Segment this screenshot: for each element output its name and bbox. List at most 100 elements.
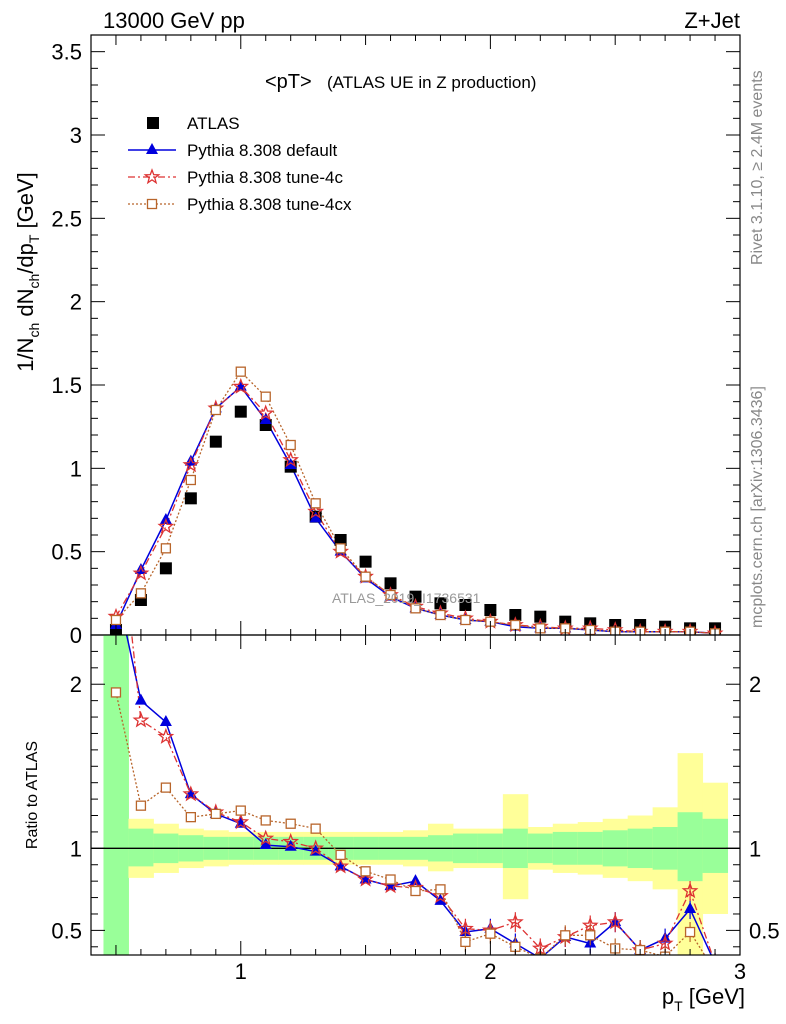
ratio-tune4cx-point [235,805,246,816]
ratio-tune4c-point [332,857,350,874]
main-tune4cx-point [510,619,521,631]
main-atlas-point [459,599,472,611]
y-tick-label: 2.5 [51,206,82,231]
ratio-band-inner [128,828,154,867]
ratio-band-inner [677,812,704,882]
main-tune4cx-point [285,439,296,451]
y-tick-label: 1.5 [51,373,82,398]
ratio-default-point [259,838,272,850]
ratio-tune4cx-point [485,928,496,939]
main-tune4cx-point [435,609,446,621]
main-tune4cx-point [335,543,346,554]
y-tick-label: 3.5 [51,40,82,65]
ratio-tune4c-point [132,711,150,728]
x-tick-label: 3 [734,959,746,984]
ratio-default-point [684,902,697,914]
ratio-tune4cx-point [160,782,172,793]
main-tune4cx-point [210,404,221,416]
main-tune4c-point [182,456,200,473]
main-tune4cx-point [360,571,371,582]
legend-entry-tune4c: Pythia 8.308 tune-4c [128,168,343,187]
ratio-tune4c-point [182,785,200,802]
legend-label-tune4c: Pythia 8.308 tune-4c [187,168,343,187]
ratio-y-axis-label: Ratio to ATLAS [24,741,41,849]
header-right: Z+Jet [684,8,740,33]
ratio-plot-data [91,480,740,976]
ratio-tune4c-point [714,954,716,955]
main-atlas-point [359,555,372,568]
main-tune4cx-point [235,366,246,377]
ratio-band-inner [702,818,729,873]
ratio-tune4cx-point [135,800,147,811]
main-default-point [309,511,322,523]
y-tick-label: 1 [70,456,82,481]
main-tune4c-point [307,502,325,519]
legend-label-tune4cx: Pythia 8.308 tune-4cx [187,195,352,214]
main-tune4cx-point [385,589,396,601]
x-axis-label: pT [GeV] [662,984,745,1014]
main-atlas-point [184,492,197,505]
ratio-tune4cx-point [410,885,421,897]
ratio-tune4c-point [257,829,275,846]
main-tune4c-point [232,377,250,394]
main-atlas-point [484,604,497,616]
main-plot-panel: 0 0.5 1 1.5 2 2.5 3 3.5 ATLAS_2019_I1736531 <pT… [13,34,741,648]
ratio-tune4c-point [457,919,474,936]
ratio-tune4c-point [681,882,699,899]
ratio-tune4c-point [357,870,374,887]
x-tick-label: 1 [235,959,247,984]
ratio-tune4c-point [656,934,674,951]
plot-title-main: <pT> [265,71,312,93]
ratio-tune4cx-point [310,823,321,834]
header-left: 13000 GeV pp [103,8,245,33]
ratio-tune4cx-point [285,818,296,829]
main-tune4cx-point [185,474,196,486]
main-tune4c-point [132,564,150,581]
main-tune4cx-point [410,603,421,614]
ratio-tune4cx-point [185,812,196,823]
ratio-tune4cx-point [335,849,346,861]
main-atlas-point [534,610,547,623]
legend-entry-default: Pythia 8.308 default [128,141,338,160]
y-tick-label: 0 [70,623,82,648]
legend-marker-tune4cx [146,198,158,210]
ratio-tune4cx-point [210,808,221,820]
ratio-tune4cx-point [360,866,371,877]
x-tick-label: 2 [484,959,496,984]
y-tick-label: 0.5 [51,540,82,565]
x-axis-label-text: pT [GeV] [662,984,745,1014]
main-y-axis-label: 1/Nch dNch/dpT [GeV] [13,172,42,372]
ratio-series-line-0 [125,635,713,955]
legend-entry-atlas: ATLAS [147,114,240,133]
ratio-plot-ticks: 1 2 30.5 0.51 12 2 [51,634,780,984]
legend-entry-tune4cx: Pythia 8.308 tune-4cx [128,195,352,214]
ratio-default-point [134,693,147,705]
legend-marker-default [146,143,158,154]
ratio-y-tick-label-right: 2 [749,672,761,697]
main-plot-data [107,366,724,635]
ratio-plot-panel: 1 2 30.5 0.51 12 2 Ratio to ATLAS pT [GeV] [24,480,780,1014]
ratio-tune4cx-point [260,815,271,826]
ratio-tune4c-point [109,480,122,493]
legend-marker-tune4c [143,168,161,185]
y-axis-label: 1/Nch dNch/dpT [GeV] [13,172,42,372]
ratio-tune4cx-point [110,687,122,698]
ratio-tune4cx-point [711,967,720,976]
ratio-y-tick-label-right: 0.5 [749,918,780,943]
ratio-tune4c-point [307,839,325,856]
main-tune4c-point [282,451,300,468]
ratio-tune4cx-point [585,930,596,941]
main-atlas-point [209,435,222,448]
ratio-y-tick-label-left: 1 [70,836,82,861]
legend-marker-atlas [147,117,159,129]
plot-title-sub: (ATLAS UE in Z production) [327,73,536,92]
ratio-tune4c-point [157,727,175,744]
ratio-tune4c-point [606,913,624,930]
ratio-tune4cx-point [385,874,396,885]
ratio-tune4cx-point [460,936,471,948]
main-atlas-point [384,577,397,590]
main-tune4c-point [157,517,175,534]
main-atlas-point [334,534,347,546]
ratio-default-point [709,956,721,967]
